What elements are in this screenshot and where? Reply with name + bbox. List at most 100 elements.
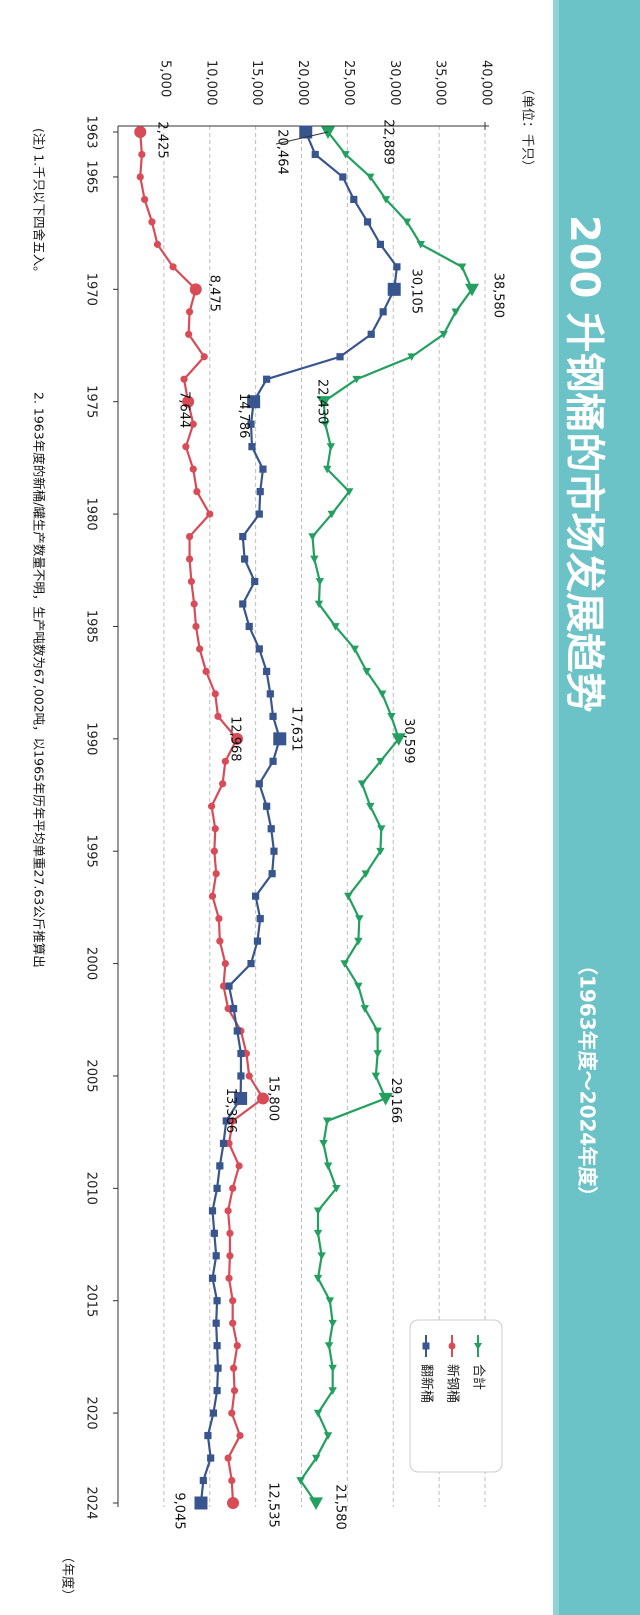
- point-new: [153, 240, 162, 248]
- point-new: [189, 465, 197, 473]
- point-total: [350, 645, 359, 654]
- point-renewed: [252, 892, 260, 900]
- title-banner-edge: [553, 0, 559, 1615]
- point-total: [313, 1409, 323, 1418]
- point-renewed: [241, 555, 249, 563]
- point-renewed: [237, 1049, 245, 1058]
- x-tick-label: 2005: [84, 1059, 99, 1092]
- point-total: [402, 218, 412, 227]
- point-new: [182, 443, 190, 451]
- data-label: 30,599: [401, 718, 416, 764]
- point-new: [189, 420, 197, 428]
- point-renewed: [379, 308, 387, 316]
- data-label: 7,644: [177, 391, 192, 428]
- point-renewed: [225, 982, 233, 990]
- point-total: [310, 555, 319, 564]
- point-new: [227, 1497, 240, 1509]
- x-tick-label: 2020: [84, 1397, 99, 1430]
- point-new: [221, 757, 229, 765]
- point-renewed: [194, 1496, 208, 1510]
- x-tick-label: 1963: [84, 115, 99, 148]
- point-total: [387, 713, 396, 721]
- point-new: [206, 510, 214, 518]
- point-total: [328, 1387, 337, 1395]
- point-renewed: [207, 1454, 215, 1462]
- point-new: [224, 1004, 232, 1013]
- point-renewed: [268, 870, 276, 878]
- point-renewed: [256, 915, 264, 923]
- point-total: [391, 733, 406, 746]
- legend-label-renewed: 翻新桶: [419, 1364, 435, 1403]
- point-new: [218, 780, 227, 788]
- point-new: [189, 283, 202, 296]
- y-unit-label: （单位：千只）: [520, 82, 535, 173]
- point-new: [141, 195, 149, 204]
- point-total: [321, 420, 330, 429]
- point-renewed: [234, 1091, 248, 1105]
- point-new: [187, 577, 195, 586]
- point-renewed: [263, 375, 271, 383]
- point-renewed: [256, 488, 264, 496]
- legend-marker-total: [474, 1343, 482, 1350]
- point-renewed: [204, 1431, 212, 1440]
- point-new: [211, 690, 219, 698]
- point-renewed: [263, 802, 271, 810]
- point-renewed: [255, 780, 263, 788]
- point-new: [169, 263, 177, 271]
- data-label: 20,464: [274, 129, 289, 175]
- point-total: [352, 375, 361, 384]
- point-renewed: [363, 218, 372, 226]
- point-total: [376, 847, 385, 856]
- point-renewed: [336, 353, 344, 361]
- data-label: 12,968: [227, 716, 242, 762]
- data-label-layer: 22,889 38,580 22,430 30,599 29,166 21,580 2,42…: [155, 119, 506, 1530]
- point-renewed: [247, 395, 261, 409]
- point-total: [355, 915, 364, 923]
- point-renewed: [239, 532, 247, 541]
- point-total: [381, 196, 391, 204]
- point-total: [313, 1207, 323, 1216]
- point-renewed: [213, 1342, 221, 1350]
- point-total: [308, 533, 317, 541]
- point-renewed: [376, 240, 385, 248]
- point-new: [138, 150, 146, 159]
- point-total: [325, 1297, 335, 1305]
- point-total: [361, 870, 370, 878]
- data-label: 38,580: [490, 273, 505, 319]
- point-total: [322, 465, 332, 474]
- subtitle-group: （1963年度～2024年度）: [576, 955, 600, 1206]
- point-new: [207, 802, 216, 810]
- point-new: [242, 1049, 251, 1058]
- point-new: [214, 712, 222, 720]
- point-total: [331, 623, 340, 631]
- point-new: [230, 1387, 239, 1395]
- point-renewed: [339, 173, 347, 181]
- x-tick-label: 1975: [84, 385, 99, 418]
- y-tick-label: 15,000: [249, 60, 264, 106]
- point-total: [357, 780, 367, 788]
- point-total: [373, 1050, 382, 1058]
- point-renewed: [245, 622, 253, 631]
- point-renewed: [387, 282, 401, 296]
- point-total: [345, 488, 354, 496]
- point-renewed: [269, 757, 277, 765]
- point-total: [317, 1252, 326, 1260]
- point-new: [185, 330, 193, 338]
- point-new: [192, 622, 200, 631]
- point-total: [341, 151, 350, 159]
- point-total: [316, 396, 331, 409]
- y-tick-label: 10,000: [203, 60, 218, 106]
- point-new: [235, 1162, 243, 1170]
- note-2: 2. 1963年度的新桶/罐生产数量不明，生产吨数为67,002吨，以1965年…: [32, 392, 47, 968]
- point-renewed: [209, 1409, 218, 1417]
- point-total: [311, 1454, 321, 1463]
- point-total: [323, 1432, 333, 1440]
- point-new: [182, 395, 195, 408]
- point-renewed: [239, 600, 247, 608]
- point-renewed: [208, 1274, 217, 1282]
- x-tick-label: 2015: [84, 1284, 99, 1317]
- legend-marker-renewed: [422, 1342, 430, 1350]
- point-total: [308, 1497, 323, 1510]
- point-renewed: [299, 125, 313, 139]
- point-new: [180, 375, 188, 383]
